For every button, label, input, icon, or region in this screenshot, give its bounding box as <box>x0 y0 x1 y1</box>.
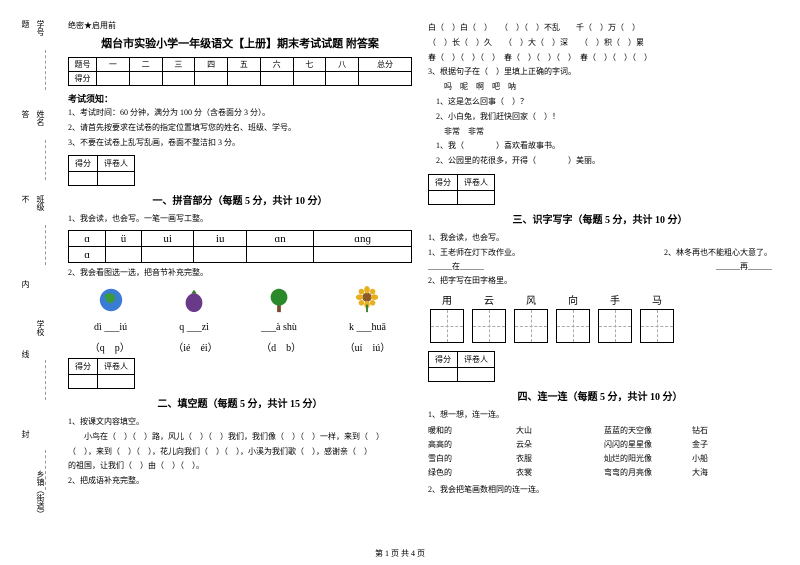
instruction: 1、考试时间：60 分钟，满分为 100 分（含卷面分 3 分）。 <box>68 107 412 120</box>
margin-label: 学号 <box>35 20 46 36</box>
score-box: 得分评卷人 <box>428 351 495 382</box>
confidential-label: 绝密★启用前 <box>68 20 412 31</box>
q4-1: 1、想一想，连一连。 <box>428 409 772 422</box>
blank-pair: ______在______ ______再______ <box>428 261 772 273</box>
q1-2: 2、我会看图选一选，把音节补充完整。 <box>68 267 412 280</box>
q3-words: 吗 呢 啊 吧 呐 <box>428 81 772 94</box>
img-tree: ___à shù <box>261 286 297 333</box>
th: 四 <box>195 58 228 72</box>
margin-inner: 答 <box>20 110 31 118</box>
margin-inner: 不 <box>20 195 31 203</box>
th: 七 <box>293 58 326 72</box>
margin-label: 班级 <box>35 195 46 211</box>
image-row: dì ___iú q ___zi ___à shù k ___huā <box>68 286 412 333</box>
sunflower-icon <box>353 286 381 314</box>
th: 总分 <box>359 58 412 72</box>
right-column: 白（ ）白（ ） （ ）（ ）不乱 千（ ）万（ ） （ ）长（ ）久 （ ）大… <box>420 20 780 555</box>
q3-2: 2、把字写在田字格里。 <box>428 275 772 288</box>
char-grid: 用 云 风 向 手 马 <box>428 292 772 343</box>
tian-box <box>640 309 674 343</box>
tian-box <box>430 309 464 343</box>
th: 三 <box>162 58 195 72</box>
margin-inner: 题 <box>20 20 31 28</box>
score-box: 得分评卷人 <box>68 155 135 186</box>
tian-box <box>472 309 506 343</box>
section-3-title: 三、识字写字（每题 5 分，共计 10 分） <box>513 211 688 226</box>
th: 二 <box>129 58 162 72</box>
q3-1: 1、我会读，也会写。 <box>428 232 772 245</box>
img-earth: dì ___iú <box>94 286 127 333</box>
idiom-line: 春（ ）（ ）（ ） 春（ ）（ ）（ ） 春（ ）（ ）（ ） <box>428 52 772 65</box>
score-box: 得分评卷人 <box>428 174 495 205</box>
section-4-title: 四、连一连（每题 5 分，共计 10 分） <box>518 388 683 403</box>
fill-line: （ ），来到（ ）（ ），花儿向我们（ ）（ ），小溪为我们歌（ ），感谢亲（ … <box>68 446 412 459</box>
q3-words2: 非常 非常 <box>428 126 772 139</box>
tian-box <box>514 309 548 343</box>
margin-label: 姓名 <box>35 110 46 126</box>
img-sunflower: k ___huā <box>349 286 386 333</box>
instruction: 2、请首先按要求在试卷的指定位置填写您的姓名、班级、学号。 <box>68 122 412 135</box>
margin-inner: 封 <box>20 430 31 438</box>
q3-l: 1、我（ ）喜欢看故事书。 <box>428 140 772 153</box>
img-eggplant: q ___zi <box>179 286 209 333</box>
sentence-pair: 1、王老师在灯下改作业。 2、林冬再也不能粗心大意了。 <box>428 247 772 259</box>
eggplant-icon <box>180 286 208 314</box>
fill-line: 小鸟在（ ）（ ）路，风儿（ ）（ ）我们，我们像（ ）（ ）一样，来到（ ） <box>68 431 412 444</box>
idiom-line: （ ）长（ ）久 （ ）大（ ）深 （ ）积（ ）累 <box>428 37 772 50</box>
th: 一 <box>97 58 130 72</box>
tree-icon <box>265 286 293 314</box>
char-cell: 手 <box>596 292 634 343</box>
q1-1: 1、我会读，也会写。一笔一画写工整。 <box>68 213 412 226</box>
left-column: 绝密★启用前 烟台市实验小学一年级语文【上册】期末考试试题 附答案 题号 一 二… <box>60 20 420 555</box>
q3-l: 2、小白兔，我们赶快回家（ ）！ <box>428 111 772 124</box>
earth-icon <box>97 286 125 314</box>
char-cell: 风 <box>512 292 550 343</box>
idiom-line: 白（ ）白（ ） （ ）（ ）不乱 千（ ）万（ ） <box>428 22 772 35</box>
tian-box <box>598 309 632 343</box>
q2-2: 2、把成语补充完整。 <box>68 475 412 488</box>
tian-box <box>556 309 590 343</box>
instruction: 3、不要在试卷上乱写乱画，卷面不整洁扣 3 分。 <box>68 137 412 150</box>
score-table: 题号 一 二 三 四 五 六 七 八 总分 得分 <box>68 57 412 86</box>
section-1-title: 一、拼音部分（每题 5 分，共计 10 分） <box>153 192 328 207</box>
char-cell: 马 <box>638 292 676 343</box>
th: 题号 <box>69 58 97 72</box>
score-box: 得分评卷人 <box>68 358 135 389</box>
margin-label: 学校 <box>35 320 46 336</box>
fill-line: 的祖国，让我们（ ）由（ ）（ ）。 <box>68 460 412 473</box>
page-footer: 第 1 页 共 4 页 <box>0 548 800 559</box>
td: 得分 <box>69 72 97 86</box>
page-content: 绝密★启用前 烟台市实验小学一年级语文【上册】期末考试试题 附答案 题号 一 二… <box>0 0 800 565</box>
char-cell: 用 <box>428 292 466 343</box>
q2-1: 1、按课文内容填空。 <box>68 416 412 429</box>
q4-2: 2、我会把笔画数相同的连一连。 <box>428 484 772 497</box>
pinyin-table: ɑ ü ui iu ɑn ɑnɡ ɑ <box>68 230 412 263</box>
choice-row: （q p） （ié éi） （d b） （uí iú） <box>68 339 412 354</box>
th: 五 <box>228 58 261 72</box>
char-cell: 云 <box>470 292 508 343</box>
binding-margin: 学号 题 姓名 答 班级 不 内 学校 线 封 乡镇（街道） <box>0 0 55 565</box>
q3: 3、根据句子在（ ）里填上正确的字词。 <box>428 66 772 79</box>
margin-inner: 内 <box>20 280 31 288</box>
q3-l: 2、公园里的花很多，开得（ ）美丽。 <box>428 155 772 168</box>
link-grid: 暖和的大山蓝蓝的天空像钻石 高高的云朵闪闪的星星像金子 雪白的衣服灿烂的阳光像小… <box>428 425 772 478</box>
section-2-title: 二、填空题（每题 5 分，共计 15 分） <box>158 395 323 410</box>
instructions-head: 考试须知： <box>68 92 412 105</box>
exam-title: 烟台市实验小学一年级语文【上册】期末考试试题 附答案 <box>68 35 412 51</box>
char-cell: 向 <box>554 292 592 343</box>
q3-l: 1、这是怎么回事（ ）？ <box>428 96 772 109</box>
th: 八 <box>326 58 359 72</box>
margin-inner: 线 <box>20 350 31 358</box>
th: 六 <box>260 58 293 72</box>
